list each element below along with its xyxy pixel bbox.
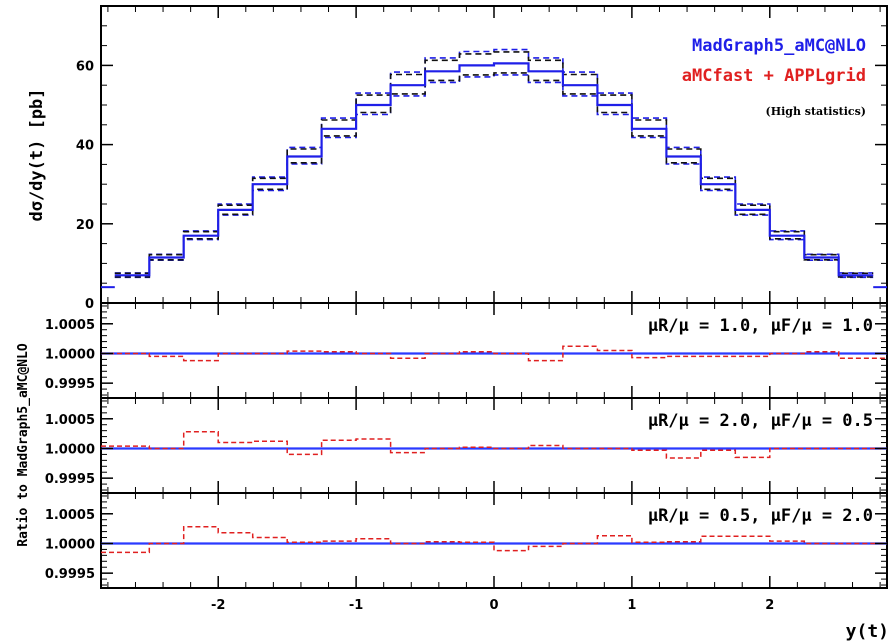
ratio-ytick-label: 1.0005 xyxy=(45,318,95,333)
main-ytick-label: 20 xyxy=(76,218,94,233)
ratio-step-line-2 xyxy=(101,526,887,554)
chart-marks xyxy=(101,48,887,554)
x-axis-label: y(t) xyxy=(846,621,889,642)
ratio-ytick-label: 1.0005 xyxy=(45,508,95,523)
legend-note: (High statistics) xyxy=(765,105,866,118)
main-ytick-label: 60 xyxy=(76,59,94,74)
ratio-ytick-label: 0.9995 xyxy=(45,567,95,582)
main-series-line-5 xyxy=(114,72,874,278)
xtick-label: -1 xyxy=(349,598,363,613)
ratio-ytick-label: 1.0000 xyxy=(45,347,95,362)
ratio-step-line-1 xyxy=(101,431,887,459)
main-series-line-1 xyxy=(114,62,874,276)
ratio-ytick-label: 1.0005 xyxy=(45,413,95,428)
ratio-annotation-0: μR/μ = 1.0, μF/μ = 1.0 xyxy=(648,316,873,336)
xtick-label: 2 xyxy=(765,598,774,613)
ratio-axis-label: Ratio to MadGraph5_aMC@NLO xyxy=(16,343,31,547)
ratio-ytick-label: 0.9995 xyxy=(45,472,95,487)
main-series-line-0 xyxy=(114,62,874,277)
ratio-annotation-2: μR/μ = 0.5, μF/μ = 2.0 xyxy=(648,506,873,526)
main-ytick-label: 0 xyxy=(85,297,94,312)
xtick-label: 0 xyxy=(489,598,498,613)
ratio-annotation-1: μR/μ = 2.0, μF/μ = 0.5 xyxy=(648,411,873,431)
ratio-ytick-label: 0.9995 xyxy=(45,377,95,392)
ratio-ytick-label: 1.0000 xyxy=(45,537,95,552)
main-ytick-label: 40 xyxy=(76,139,94,154)
axis-ticks xyxy=(101,6,887,588)
legend-entry-secondary: aMCfast + APPLgrid xyxy=(682,66,866,86)
ratio-step-line-0 xyxy=(101,345,887,362)
main-series-line-3 xyxy=(114,74,874,279)
xtick-label: -2 xyxy=(211,598,225,613)
y-axis-label: dσ/dy(t) [pb] xyxy=(27,88,47,221)
axis-labels: 0 20 40 60 -2 -1 0 1 2 y(t) dσ/dy(t) [pb] Ratio to … xyxy=(16,36,889,642)
xtick-label: 1 xyxy=(627,598,636,613)
ratio-ytick-label: 1.0000 xyxy=(45,442,95,457)
legend-entry-primary: MadGraph5_aMC@NLO xyxy=(692,36,866,56)
